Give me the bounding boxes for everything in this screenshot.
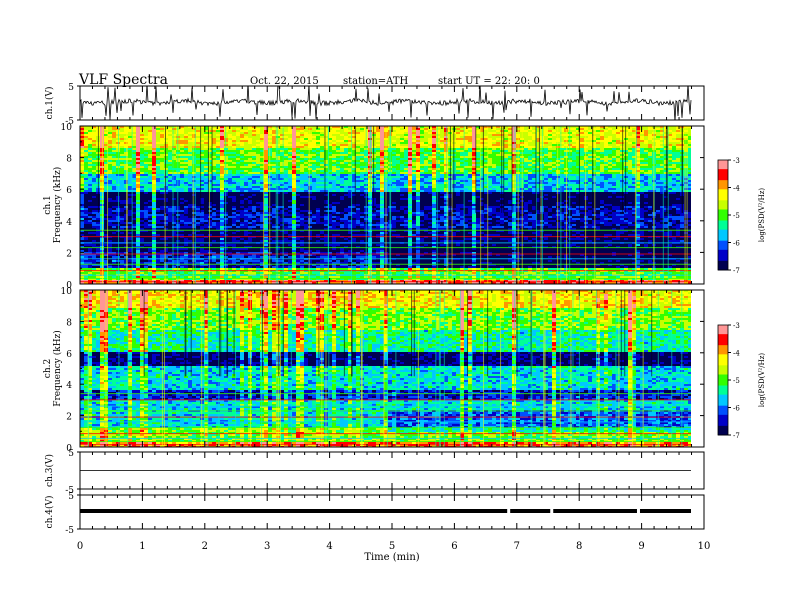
xtick-label: 4 <box>326 541 332 552</box>
freq-tick-label: 10 <box>61 287 73 297</box>
colorbar-label: log(PSD(V²/Hz) <box>758 353 766 408</box>
station-label: station=ATH <box>343 76 408 87</box>
ch3-ylabel: ch.3(V) <box>44 454 55 487</box>
colorbar-tick-label: -6 <box>733 240 740 248</box>
xtick-label: 2 <box>202 541 208 552</box>
ch1-ylabel: ch.1(V) <box>44 87 55 120</box>
freq-tick-label: 4 <box>66 218 72 228</box>
ytick-label: 5 <box>68 449 74 459</box>
xtick-label: 8 <box>576 541 582 552</box>
xtick-label: 7 <box>514 541 520 552</box>
colorbar-tick-label: -4 <box>733 185 740 193</box>
ytick-label: -5 <box>65 526 74 536</box>
x-axis-label: Time (min) <box>364 552 419 563</box>
ytick-label: 5 <box>68 83 74 93</box>
colorbar-tick-label: -5 <box>733 377 740 385</box>
spec-ylabel: Frequency (kHz) <box>52 167 63 244</box>
freq-tick-label: 2 <box>66 249 72 259</box>
freq-tick-label: 6 <box>66 186 72 196</box>
freq-tick-label: 4 <box>66 381 72 391</box>
ch1-waveform-line <box>80 86 692 120</box>
spec-ylabel: Frequency (kHz) <box>52 330 63 407</box>
xtick-label: 3 <box>264 541 270 552</box>
ytick-label: 5 <box>68 492 74 502</box>
xtick-label: 6 <box>451 541 457 552</box>
freq-tick-label: 8 <box>66 155 72 165</box>
freq-tick-label: 2 <box>66 413 72 423</box>
figure-title: VLF Spectra <box>79 72 168 88</box>
freq-tick-label: 6 <box>66 350 72 360</box>
colorbar-tick-label: -6 <box>733 405 740 413</box>
freq-tick-label: 0 <box>66 444 72 454</box>
freq-tick-label: 0 <box>66 281 72 291</box>
freq-tick-label: 10 <box>61 123 73 133</box>
xtick-label: 0 <box>77 541 83 552</box>
ch4-ylabel: ch.4(V) <box>44 496 55 529</box>
colorbars: -3 -4 -5 -6 -7 log(PSD(V²/Hz) -3 -4 -5 -6 -7 log(PS… <box>717 157 766 440</box>
ytick-label: -5 <box>65 117 74 127</box>
date-label: Oct. 22, 2015 <box>250 76 319 87</box>
colorbar-tick-label: -7 <box>733 432 740 440</box>
colorbar-tick-label: -7 <box>733 267 740 275</box>
ytick-label: -5 <box>65 486 74 496</box>
colorbar-label: log(PSD(V²/Hz) <box>758 188 766 243</box>
spec-channel-label: ch.2 <box>43 359 53 378</box>
colorbar-tick-label: -5 <box>733 212 740 220</box>
ch1-spectrogram <box>80 126 691 284</box>
colorbar-tick-label: -4 <box>733 350 740 358</box>
ch3-ch4-waveforms <box>79 470 691 513</box>
start-time-label: start UT = 22: 20: 0 <box>438 76 540 87</box>
colorbar-tick-label: -3 <box>733 157 740 165</box>
xtick-label: 10 <box>698 541 711 552</box>
xtick-label: 9 <box>638 541 644 552</box>
spec-channel-label: ch.1 <box>43 195 53 214</box>
xtick-label: 1 <box>139 541 145 552</box>
ch2-spectrogram <box>80 290 691 447</box>
colorbar-tick-label: -3 <box>733 322 740 330</box>
xtick-label: 5 <box>389 541 395 552</box>
freq-tick-label: 8 <box>66 318 72 328</box>
axes: 5-5ch.1(V)5-5ch.3(V)5-5ch.4(V)0246810ch.… <box>43 83 710 563</box>
ch1-waveform <box>80 86 692 120</box>
